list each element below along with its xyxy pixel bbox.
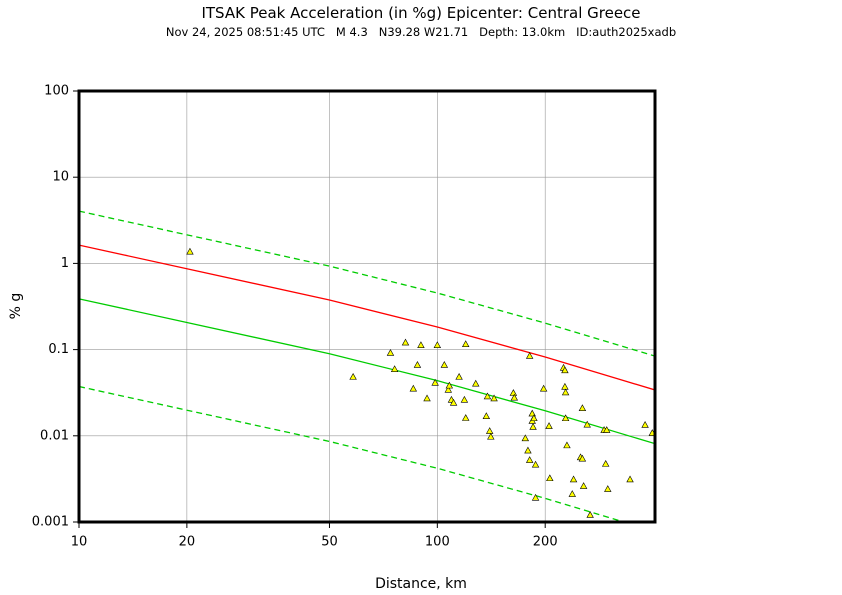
fit-line: [79, 210, 655, 357]
station-marker: [390, 365, 399, 372]
y-tick-label: 0.001: [32, 515, 69, 530]
station-marker: [524, 446, 532, 454]
ticks: 10 20 50 100 200 0.001 0.01 0.1 1 10 100: [32, 84, 558, 550]
x-tick-label: 200: [533, 535, 558, 550]
station-marker: [539, 384, 548, 392]
station-marker: [482, 412, 491, 419]
station-marker: [461, 414, 470, 421]
y-tick-label: 0.1: [48, 342, 69, 357]
station-marker: [586, 511, 594, 518]
station-marker: [521, 434, 530, 442]
station-marker: [561, 366, 569, 374]
chart-title: ITSAK Peak Acceleration (in %g) Epicente…: [201, 4, 640, 22]
plot-area: [79, 210, 655, 522]
station-marker: [349, 372, 357, 380]
station-marker: [561, 414, 570, 422]
station-marker: [444, 385, 453, 393]
fit-line: [79, 244, 655, 391]
station-marker: [531, 460, 540, 468]
grid: [78, 90, 655, 523]
station-marker: [401, 338, 410, 346]
station-marker: [528, 409, 536, 417]
station-marker: [529, 423, 537, 430]
station-marker: [546, 474, 554, 482]
station-marker: [568, 490, 576, 497]
station-marker: [545, 422, 553, 429]
fit-line: [79, 385, 627, 522]
x-tick-label: 100: [425, 535, 450, 550]
station-marker: [579, 482, 588, 489]
x-tick-label: 10: [71, 535, 88, 550]
y-tick-label: 10: [52, 170, 69, 185]
station-marker: [487, 432, 495, 440]
station-marker: [530, 414, 538, 422]
station-marker: [445, 381, 454, 389]
station-marker: [626, 475, 634, 483]
chart-subtitle: Nov 24, 2025 08:51:45 UTC M 4.3 N39.28 W…: [166, 25, 676, 39]
station-marker: [483, 392, 492, 400]
plot-frame: [77, 89, 657, 524]
station-marker: [386, 349, 395, 356]
station-marker: [583, 420, 591, 428]
station-marker: [490, 394, 498, 402]
y-tick-label: 100: [44, 84, 69, 99]
station-marker: [460, 395, 469, 403]
station-marker: [409, 384, 418, 392]
station-marker: [455, 372, 463, 380]
station-marker: [431, 378, 439, 386]
station-marker: [604, 485, 612, 492]
station-marker: [417, 341, 425, 348]
station-marker: [449, 398, 458, 406]
station-marker: [578, 404, 587, 411]
station-marker: [641, 421, 649, 428]
x-tick-label: 50: [321, 535, 338, 550]
x-axis-label: Distance, km: [375, 576, 467, 592]
station-marker: [531, 493, 540, 501]
station-marker: [461, 340, 470, 347]
station-marker: [423, 394, 431, 402]
station-marker: [413, 361, 422, 368]
station-marker: [569, 475, 578, 483]
station-marker: [433, 341, 442, 348]
y-axis-label: % g: [8, 293, 24, 320]
station-marker: [510, 393, 519, 401]
x-tick-label: 20: [179, 535, 196, 550]
y-tick-label: 1: [61, 256, 69, 271]
station-marker: [563, 441, 571, 449]
station-marker: [603, 426, 611, 433]
station-marker: [525, 456, 534, 463]
station-marker: [561, 388, 570, 396]
station-marker: [472, 379, 480, 387]
station-marker: [186, 247, 194, 255]
station-marker: [578, 454, 587, 462]
station-marker: [509, 389, 518, 396]
station-marker: [601, 459, 610, 467]
y-tick-label: 0.01: [40, 428, 69, 443]
station-marker: [485, 427, 494, 434]
station-marker: [525, 352, 534, 359]
station-marker: [440, 361, 449, 368]
station-marker: [561, 382, 569, 390]
fit-line: [79, 298, 655, 445]
